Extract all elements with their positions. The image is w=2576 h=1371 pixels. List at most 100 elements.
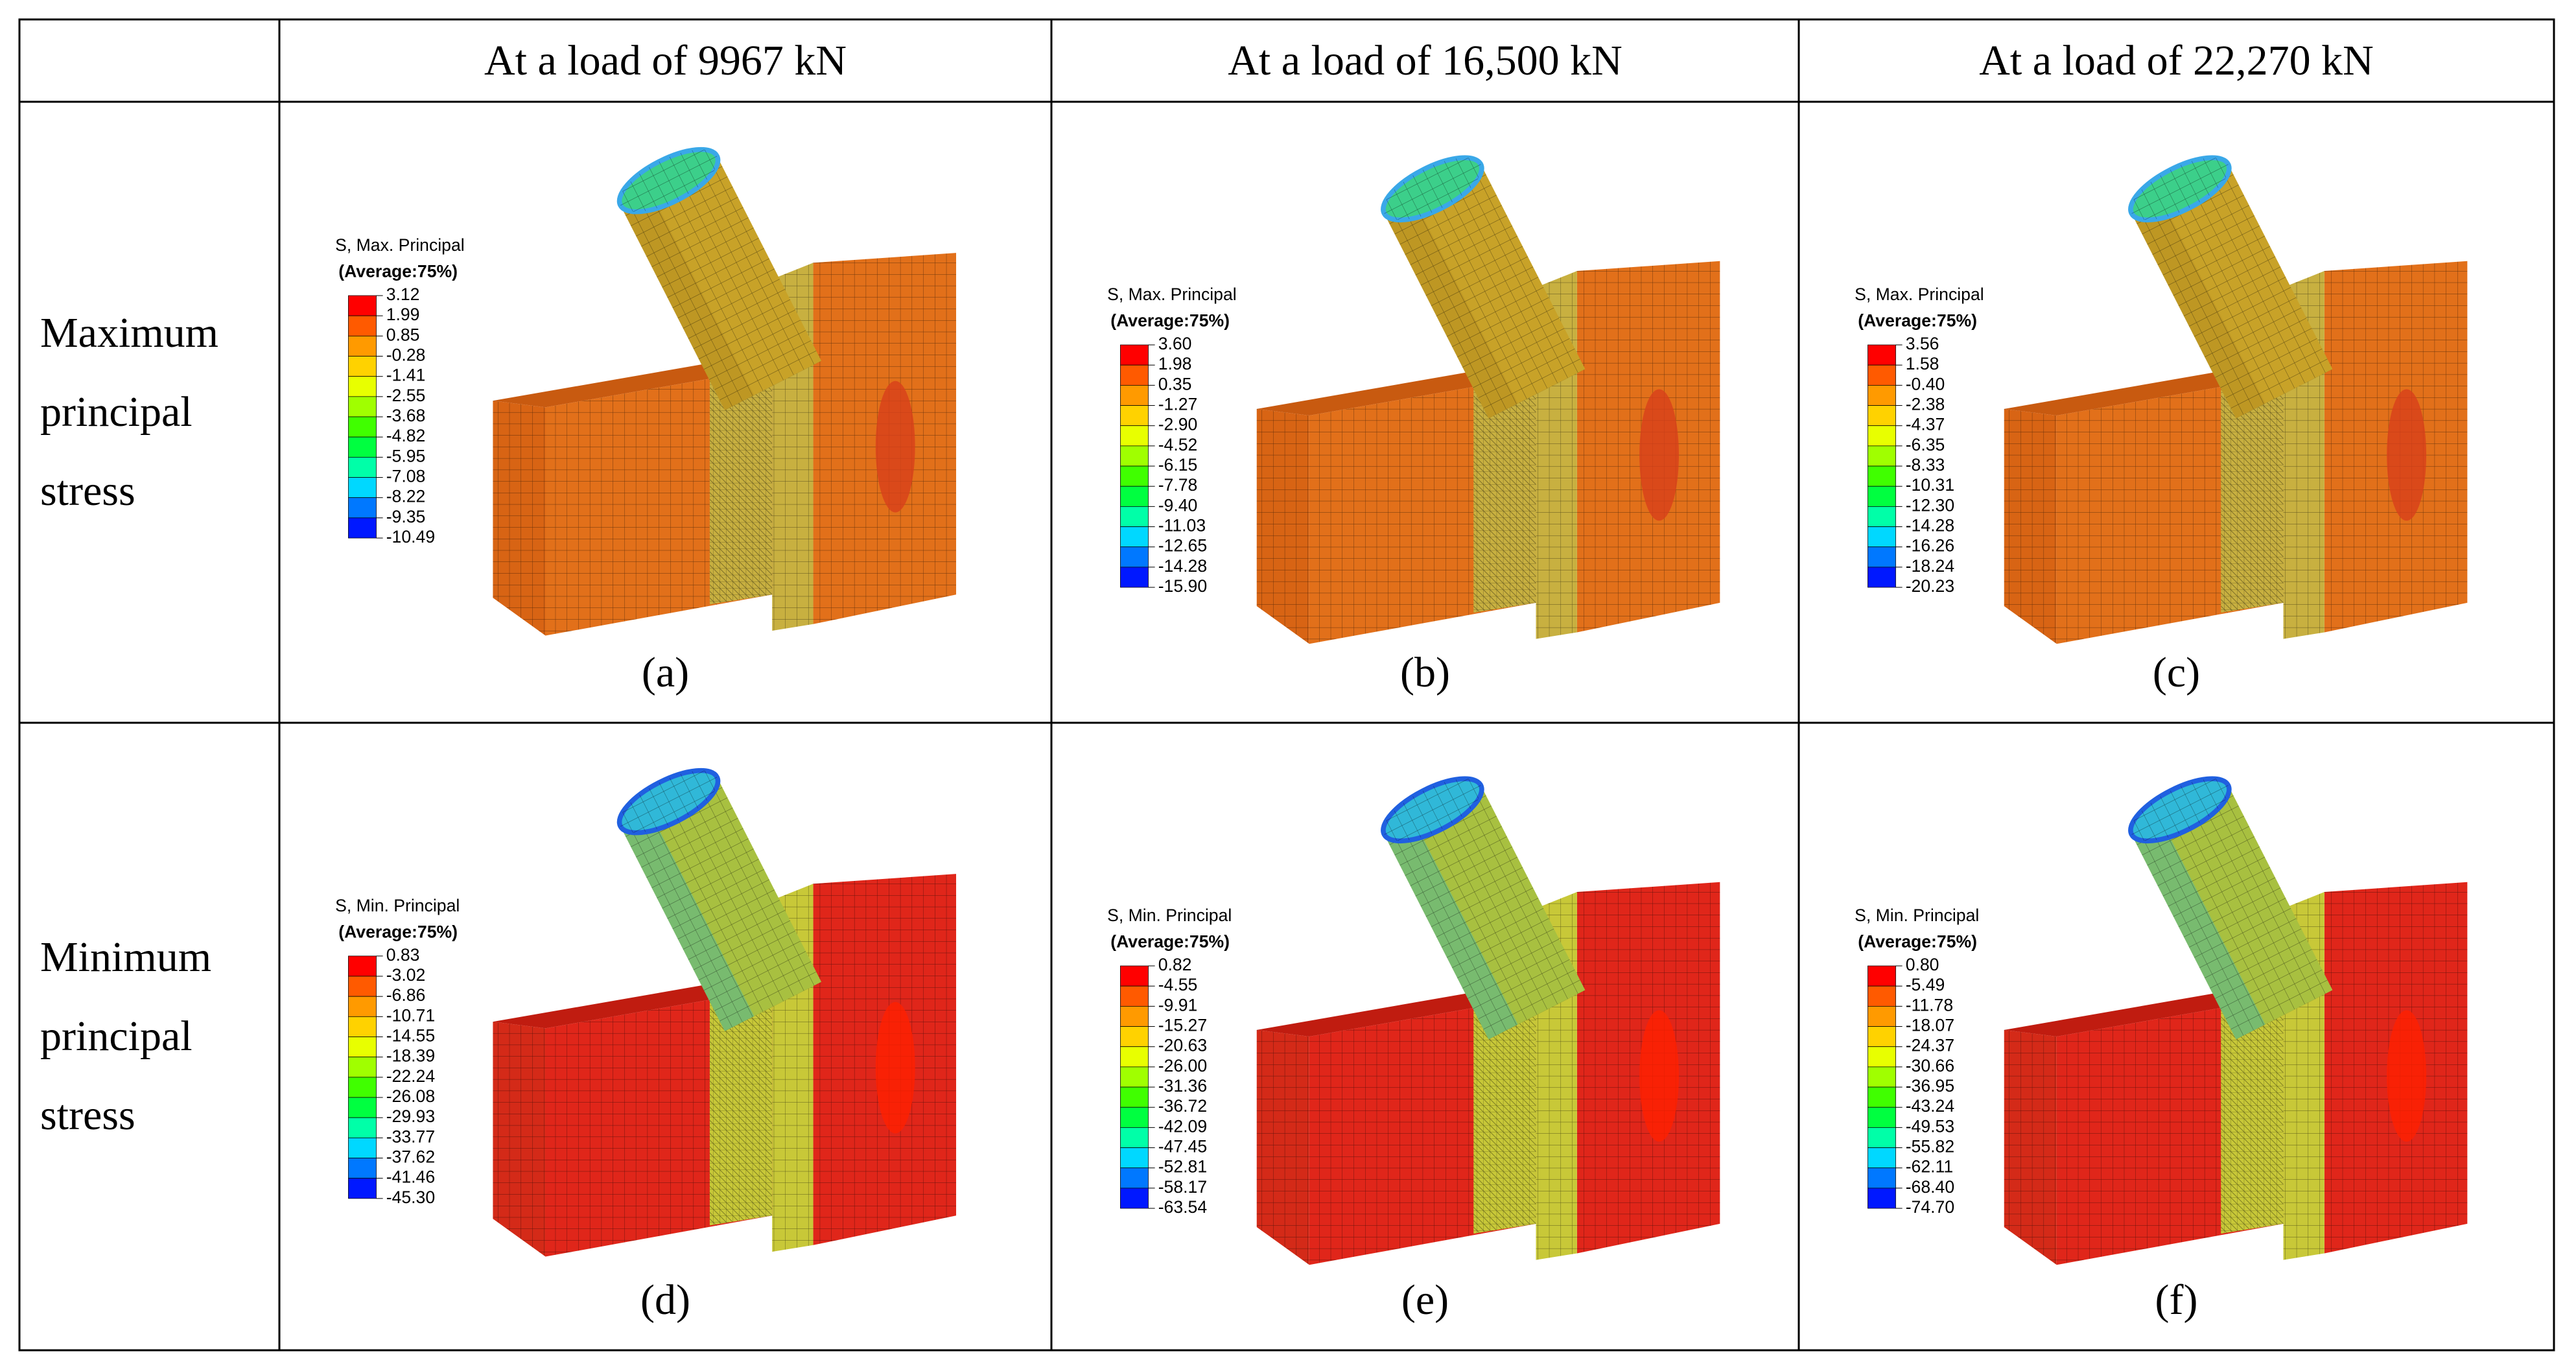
legend-value: -68.40 bbox=[1906, 1177, 1954, 1197]
box-top bbox=[1256, 369, 1536, 416]
legend-value: -5.49 bbox=[1906, 975, 1945, 994]
legend-swatch bbox=[1120, 405, 1149, 427]
legend-value: -20.23 bbox=[1906, 576, 1954, 596]
panel-caption: (b) bbox=[1400, 649, 1450, 696]
cylinder-body bbox=[1384, 164, 1586, 419]
legend-subtitle: (Average:75%) bbox=[1858, 932, 1977, 952]
legend-swatch bbox=[1120, 486, 1149, 507]
cylinder-top bbox=[619, 770, 718, 833]
cylinder-top bbox=[1383, 158, 1482, 220]
legend-value: -31.36 bbox=[1158, 1076, 1207, 1096]
legend-value: -2.55 bbox=[386, 386, 426, 405]
box-side bbox=[1256, 1029, 1309, 1265]
legend-value: 0.35 bbox=[1158, 374, 1192, 393]
joint-region bbox=[709, 368, 773, 605]
legend-value: -37.62 bbox=[386, 1147, 435, 1167]
legend-swatch bbox=[348, 1016, 377, 1037]
legend-value: -0.40 bbox=[1906, 374, 1945, 393]
legend-swatch bbox=[348, 436, 377, 458]
legend-swatch bbox=[348, 955, 377, 977]
legend-swatch bbox=[1868, 486, 1896, 507]
legend-swatch bbox=[1120, 1147, 1149, 1169]
legend-swatch bbox=[1868, 384, 1896, 406]
legend-title: S, Min. Principal bbox=[335, 896, 460, 915]
brace-cylinder bbox=[616, 146, 822, 410]
legend-value: -15.27 bbox=[1158, 1016, 1207, 1035]
legend-value: -2.90 bbox=[1158, 415, 1198, 434]
legend-swatch bbox=[1120, 965, 1149, 987]
legend-subtitle: (Average:75%) bbox=[1110, 311, 1230, 331]
cylinder-body bbox=[620, 777, 822, 1031]
legend-value: -4.55 bbox=[1158, 975, 1198, 994]
legend-swatch bbox=[1120, 1188, 1149, 1209]
legend-value: 3.56 bbox=[1906, 334, 1939, 353]
legend-value: 1.99 bbox=[386, 305, 420, 324]
legend-value: -9.35 bbox=[386, 507, 426, 526]
legend-swatch bbox=[348, 976, 377, 997]
fe-model bbox=[1256, 155, 1720, 644]
legend-value: -11.03 bbox=[1158, 516, 1206, 535]
legend-value: -0.28 bbox=[386, 346, 426, 365]
legend-swatch bbox=[1868, 344, 1896, 366]
fe-model bbox=[493, 146, 957, 636]
legend-value: -8.22 bbox=[386, 487, 426, 506]
joint-region bbox=[1473, 376, 1536, 613]
legend-swatch bbox=[1868, 1066, 1896, 1088]
column-header: At a load of 9967 kN bbox=[484, 37, 847, 84]
legend-value: -22.24 bbox=[386, 1066, 436, 1086]
legend-value: -49.53 bbox=[1906, 1116, 1954, 1136]
legend-swatch bbox=[1868, 425, 1896, 447]
legend-swatch bbox=[1868, 1127, 1896, 1148]
legend-swatch bbox=[1868, 526, 1896, 548]
cylinder-body bbox=[1384, 785, 1586, 1040]
contour-panel: S, Max. Principal (Average:75%) 3.561.58-0… bbox=[1855, 155, 2468, 644]
legend-swatch bbox=[348, 1158, 377, 1179]
legend-value: -10.31 bbox=[1906, 475, 1954, 495]
legend-value: -1.27 bbox=[1158, 395, 1198, 414]
column-header: At a load of 16,500 kN bbox=[1228, 37, 1622, 84]
legend-value: -62.11 bbox=[1906, 1157, 1953, 1177]
panel-caption: (d) bbox=[640, 1276, 690, 1324]
contour-panel: S, Min. Principal(Average:75%)0.80-5.49-… bbox=[1855, 776, 2468, 1265]
legend-value: -55.82 bbox=[1906, 1137, 1954, 1156]
legend-value: -14.55 bbox=[386, 1026, 435, 1046]
legend-value: -42.09 bbox=[1158, 1116, 1207, 1136]
legend-title: S, Min. Principal bbox=[1107, 906, 1232, 925]
table-border bbox=[18, 18, 2555, 1352]
legend-swatch bbox=[1120, 344, 1149, 366]
legend-swatch bbox=[1120, 1046, 1149, 1068]
legend-swatch bbox=[1120, 546, 1149, 568]
cylinder-body bbox=[2131, 164, 2333, 419]
legend-swatch bbox=[1868, 985, 1896, 1007]
stress-zone bbox=[2387, 1010, 2426, 1142]
box-side bbox=[2004, 1029, 2057, 1265]
cylinder-body bbox=[2131, 785, 2333, 1040]
row-label-text: Maximum principal stress bbox=[40, 309, 218, 515]
legend-value: -7.08 bbox=[386, 467, 426, 486]
legend-swatch bbox=[1120, 364, 1149, 386]
legend-title: S, Max. Principal bbox=[1855, 285, 1984, 304]
legend-swatch bbox=[348, 315, 377, 336]
legend-value: -43.24 bbox=[1906, 1096, 1955, 1116]
cylinder-top bbox=[2130, 158, 2229, 220]
legend-value: -1.41 bbox=[386, 366, 426, 385]
legend-swatch bbox=[1120, 1107, 1149, 1128]
box-top bbox=[1256, 990, 1536, 1037]
legend-swatch bbox=[1120, 506, 1149, 527]
legend-swatch bbox=[1120, 1086, 1149, 1108]
legend-swatch bbox=[348, 1137, 377, 1158]
contour-panel: S, Max. Principal (Average:75%) 3.601.980.… bbox=[1107, 155, 1720, 644]
legend-swatch bbox=[348, 396, 377, 417]
cylinder-top bbox=[1383, 779, 1482, 841]
legend-swatch bbox=[1120, 384, 1149, 406]
stress-zone bbox=[1639, 1010, 1679, 1142]
legend-swatch bbox=[1120, 1005, 1149, 1027]
legend-value: 3.60 bbox=[1158, 334, 1192, 353]
legend-swatch bbox=[1868, 405, 1896, 427]
legend-swatch bbox=[1120, 1167, 1149, 1189]
legend-swatch bbox=[1120, 1066, 1149, 1088]
legend-value: -45.30 bbox=[386, 1188, 435, 1207]
legend-swatch bbox=[1120, 1026, 1149, 1048]
legend-swatch bbox=[348, 356, 377, 377]
legend-title: S, Min. Principal bbox=[1855, 906, 1979, 925]
